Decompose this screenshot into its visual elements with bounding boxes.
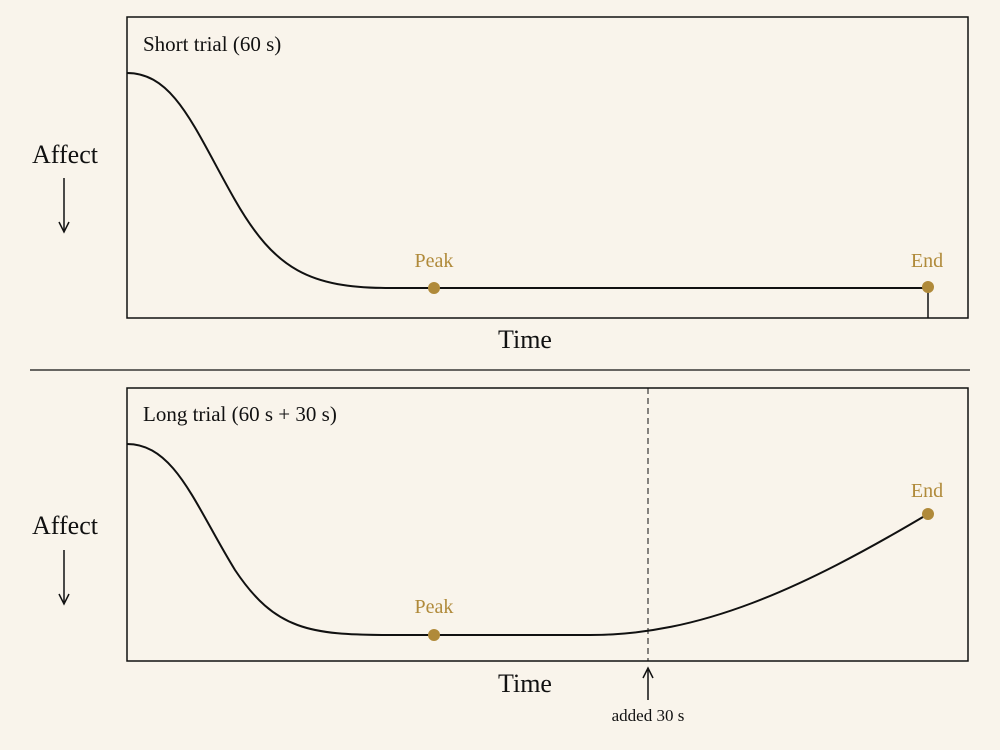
x-label: Time bbox=[498, 669, 552, 698]
end-label: End bbox=[911, 480, 943, 502]
panel-frame bbox=[126, 387, 969, 662]
end-dot bbox=[922, 508, 934, 520]
y-label: Affect bbox=[32, 511, 99, 540]
peak-dot bbox=[428, 629, 440, 641]
end-label: End bbox=[911, 250, 943, 272]
panel-title: Long trial (60 s + 30 s) bbox=[143, 402, 337, 426]
affect-curve bbox=[126, 443, 929, 636]
y-label: Affect bbox=[32, 140, 99, 169]
affect-curve bbox=[126, 72, 928, 289]
y-arrow bbox=[58, 178, 70, 234]
y-arrow bbox=[58, 550, 70, 606]
peak-dot bbox=[428, 282, 440, 294]
x-label: Time bbox=[498, 325, 552, 354]
annotation-arrow bbox=[642, 666, 654, 700]
peak-label: Peak bbox=[415, 250, 454, 272]
peak-label: Peak bbox=[415, 596, 454, 618]
panel-frame bbox=[126, 16, 969, 319]
panel-title: Short trial (60 s) bbox=[143, 32, 281, 56]
end-dot bbox=[922, 281, 934, 293]
annotation: added 30 s bbox=[612, 706, 685, 725]
